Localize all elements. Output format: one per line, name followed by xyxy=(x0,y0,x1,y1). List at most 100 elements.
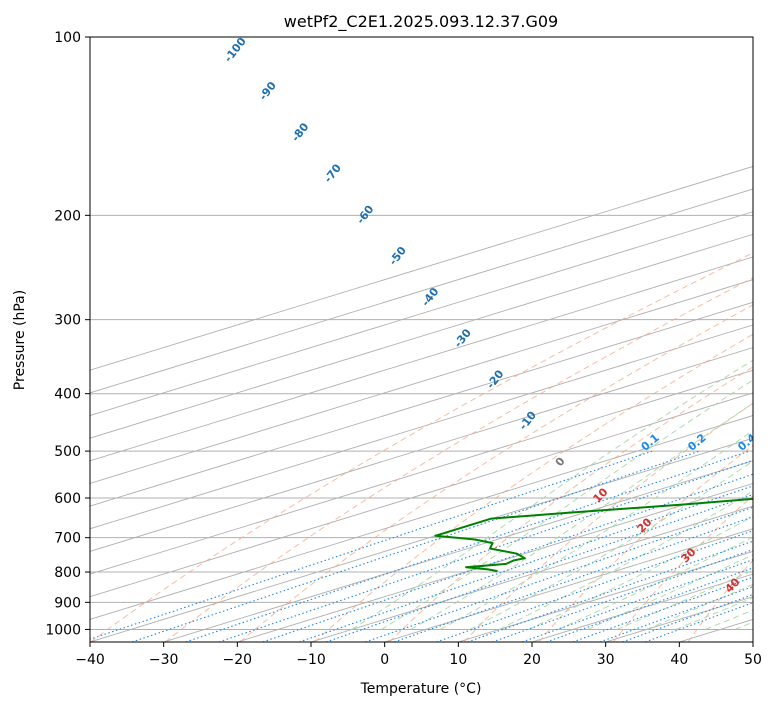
y-axis-title: Pressure (hPa) xyxy=(12,290,28,390)
isotherm-line xyxy=(163,460,753,642)
isotherm-line xyxy=(90,256,753,462)
plot-frame xyxy=(89,36,754,643)
x-axis-ticks: −40 −30 −20 −10 0 10 20 30 40 50 xyxy=(75,642,762,668)
mixing-ratio-line xyxy=(299,485,753,642)
x-tick-label: 40 xyxy=(670,652,688,668)
isotherm-line xyxy=(90,437,753,642)
dry-adiabat-label: -40 xyxy=(419,285,442,309)
moist-adiabat-line xyxy=(351,359,753,630)
y-tick-label: 900 xyxy=(54,595,81,611)
moist-adiabat-line xyxy=(557,536,753,630)
dry-adiabat-label: -80 xyxy=(289,120,312,144)
isotherm-line xyxy=(531,573,753,642)
zero-isotherm-label: 0 xyxy=(553,455,568,469)
y-tick-label: 700 xyxy=(54,531,81,547)
adiabat-labels: 0.10.20.40.611.52346810131620253036-100-… xyxy=(222,35,775,596)
moist-adiabat-line xyxy=(439,429,753,630)
moist-adiabat-line xyxy=(616,569,753,630)
x-tick-label: −30 xyxy=(149,652,179,668)
moist-adiabat-line xyxy=(528,515,753,630)
mixing-ratio-label: 0.6 xyxy=(766,431,775,454)
isotherm-line xyxy=(90,188,753,394)
x-tick-label: 30 xyxy=(597,652,615,668)
mixing-ratio-line xyxy=(521,559,753,642)
dry-adiabat-line xyxy=(687,559,753,642)
x-axis-title: Temperature (°C) xyxy=(360,681,482,697)
mixing-ratio-line xyxy=(622,593,753,642)
mixing-ratio-label: 0.1 xyxy=(639,431,662,453)
moist-adiabat-line xyxy=(381,379,753,630)
y-tick-label: 300 xyxy=(54,313,81,329)
isotherm-line xyxy=(310,505,753,642)
dewpoint-profile xyxy=(434,497,753,573)
x-tick-label: 20 xyxy=(523,652,541,668)
mixing-ratio-label: 0.4 xyxy=(735,431,759,454)
dry-adiabat-label: -50 xyxy=(387,244,410,268)
dry-adiabat-label: -30 xyxy=(452,326,475,350)
x-tick-label: −40 xyxy=(75,652,105,668)
isotherm-line xyxy=(237,482,753,642)
mixing-ratio-line xyxy=(185,450,750,642)
mixing-ratio-line xyxy=(572,576,753,642)
y-tick-label: 500 xyxy=(54,444,81,460)
isotherm-line xyxy=(90,233,753,439)
y-tick-label: 200 xyxy=(54,208,81,224)
isotherm-line xyxy=(90,347,753,552)
isotherm-line xyxy=(90,415,753,620)
mixing-ratio-line xyxy=(218,459,753,642)
isotherm-line xyxy=(90,369,753,575)
mixing-ratio-line xyxy=(599,586,753,642)
dry-adiabat-line xyxy=(613,495,753,642)
dry-adiabat-label: -20 xyxy=(484,367,507,391)
dry-adiabat-label: -100 xyxy=(222,35,249,65)
y-tick-label: 100 xyxy=(54,30,81,46)
mixing-ratio-line xyxy=(394,516,753,642)
dry-adiabat-line xyxy=(90,252,753,642)
dry-adiabat-line xyxy=(164,277,753,642)
dry-adiabat-line xyxy=(538,444,753,642)
mixing-ratio-line xyxy=(131,450,700,642)
dry-adiabat-line xyxy=(389,366,753,642)
isotherm-line xyxy=(90,301,753,507)
isotherm-line xyxy=(90,211,753,416)
y-tick-label: 800 xyxy=(54,565,81,581)
mixing-ratio-line xyxy=(90,450,653,640)
background-lines xyxy=(90,37,775,642)
moist-adiabat-label: 30 xyxy=(679,545,699,565)
isotherm-line xyxy=(90,279,753,484)
moist-adiabat-label: 20 xyxy=(635,515,655,535)
dry-adiabat-label: -10 xyxy=(517,409,540,433)
x-tick-label: −10 xyxy=(296,652,326,668)
moist-adiabat-line xyxy=(734,621,753,630)
dry-adiabat-label: -90 xyxy=(257,79,280,103)
y-tick-label: 400 xyxy=(54,387,81,403)
x-tick-label: −20 xyxy=(223,652,253,668)
dry-adiabat-line xyxy=(763,37,775,642)
sounding-series xyxy=(434,497,753,573)
isotherm-line xyxy=(384,528,753,642)
x-tick-label: 0 xyxy=(380,652,389,668)
isotherm-line xyxy=(90,392,753,598)
isotherm-line xyxy=(90,324,753,530)
chart-title: wetPf2_C2E1.2025.093.12.37.G09 xyxy=(284,12,558,32)
mixing-ratio-label: 0.2 xyxy=(685,431,708,453)
mixing-ratio-line xyxy=(492,548,753,642)
moist-adiabat-line xyxy=(469,460,753,630)
mixing-ratio-line xyxy=(262,473,753,642)
moist-adiabat-label: 10 xyxy=(591,485,611,505)
dry-adiabat-label: -60 xyxy=(354,203,377,227)
dry-adiabat-line xyxy=(463,402,753,642)
y-tick-label: 1000 xyxy=(45,622,81,638)
dry-adiabat-label: -70 xyxy=(322,161,345,185)
plot-area: 0.10.20.40.611.52346810131620253036-100-… xyxy=(90,35,775,642)
moist-adiabat-line xyxy=(587,554,753,630)
moist-adiabat-line xyxy=(646,583,753,630)
isotherm-line xyxy=(90,165,753,371)
x-tick-label: 50 xyxy=(744,652,762,668)
dry-adiabat-line xyxy=(314,333,753,642)
y-axis-ticks: 100 200 300 400 500 600 700 800 900 1000 xyxy=(45,30,90,638)
x-tick-label: 10 xyxy=(449,652,467,668)
moist-adiabat-line xyxy=(410,402,753,630)
y-tick-label: 600 xyxy=(54,491,81,507)
